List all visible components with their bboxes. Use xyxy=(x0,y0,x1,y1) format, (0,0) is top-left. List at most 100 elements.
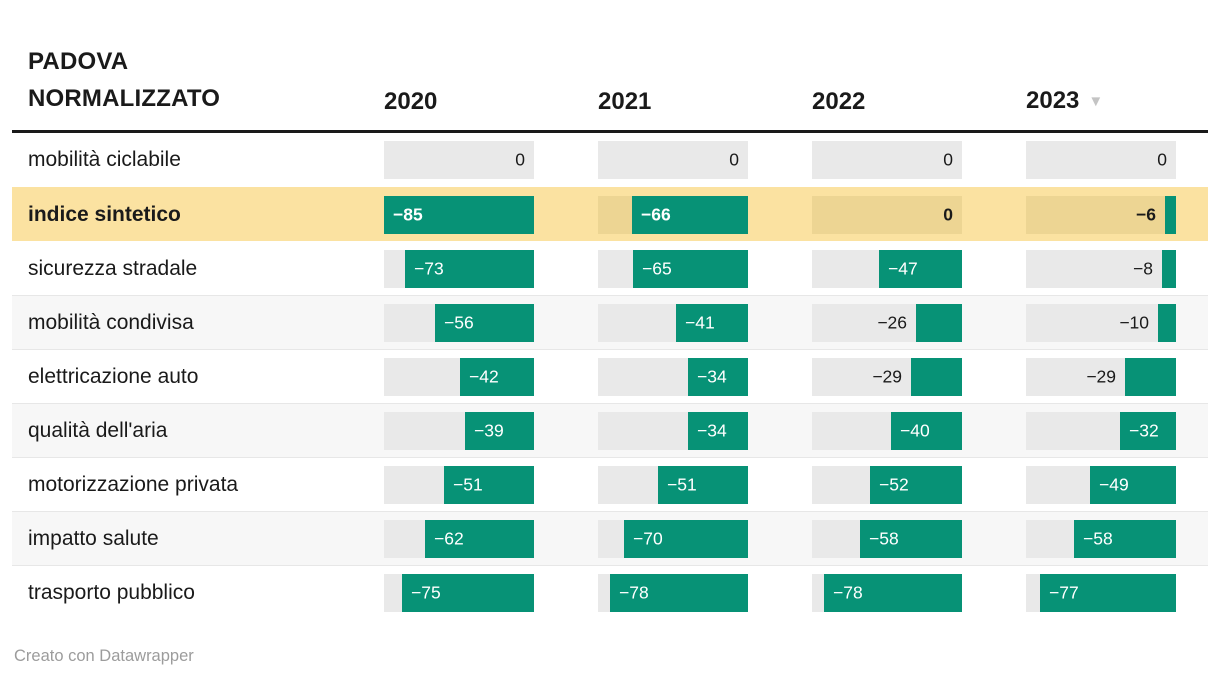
bar-track: −47 xyxy=(812,249,962,288)
bar-track: −8 xyxy=(1026,249,1176,288)
bar-track: −75 xyxy=(384,573,534,612)
value-label: −78 xyxy=(619,582,649,602)
value-bar xyxy=(435,303,534,342)
value-label: −52 xyxy=(879,474,909,494)
bar-track: −78 xyxy=(598,573,748,612)
value-bar xyxy=(610,573,748,612)
value-bar xyxy=(1074,519,1176,558)
value-label: −58 xyxy=(1083,528,1113,548)
value-bar xyxy=(425,519,534,558)
row-label: impatto salute xyxy=(28,526,159,550)
bar-track: 0 xyxy=(598,141,748,179)
table-header: PADOVA NORMALIZZATO 2020 2021 2022 2023 ▼ xyxy=(12,0,1208,133)
bar-track: −66 xyxy=(598,195,748,234)
bar-track: 0 xyxy=(1026,141,1176,179)
value-bar xyxy=(860,519,962,558)
column-header-2020[interactable]: 2020 xyxy=(384,87,598,117)
bar-track: −77 xyxy=(1026,573,1176,612)
value-bar xyxy=(1158,303,1176,342)
row-label: qualità dell'aria xyxy=(28,418,168,442)
table-row: mobilità condivisa −56 −41 −26 −10 xyxy=(12,295,1208,349)
value-label: −58 xyxy=(869,528,899,548)
value-label: −62 xyxy=(434,528,464,548)
value-label: −65 xyxy=(642,258,672,278)
value-bar xyxy=(384,195,534,234)
table-row: mobilità ciclabile 0 0 0 0 xyxy=(12,133,1208,187)
value-bar xyxy=(688,357,748,396)
bar-track: −40 xyxy=(812,411,962,450)
value-label: −49 xyxy=(1099,474,1129,494)
bar-track: −41 xyxy=(598,303,748,342)
table-row: impatto salute −62 −70 −58 −58 xyxy=(12,511,1208,565)
bar-track: −85 xyxy=(384,195,534,234)
row-label: indice sintetico xyxy=(28,202,181,226)
value-label: −51 xyxy=(667,474,697,494)
bar-track: 0 xyxy=(812,195,962,234)
row-label: motorizzazione privata xyxy=(28,472,239,496)
value-bar xyxy=(402,573,534,612)
column-header-label: 2023 xyxy=(1026,87,1080,114)
attribution-credit: Creato con Datawrapper xyxy=(14,647,194,665)
bar-track: −65 xyxy=(598,249,748,288)
value-label: −70 xyxy=(633,528,663,548)
value-label: −26 xyxy=(877,312,907,332)
bar-track: −58 xyxy=(812,519,962,558)
bar-track: −39 xyxy=(384,411,534,450)
value-bar xyxy=(824,573,962,612)
value-bar xyxy=(658,465,748,504)
row-label: elettricazione auto xyxy=(28,364,199,388)
row-label: trasporto pubblico xyxy=(28,580,195,604)
value-label: 0 xyxy=(1157,149,1167,170)
value-bar xyxy=(1125,357,1176,396)
value-bar xyxy=(460,357,534,396)
value-bar xyxy=(870,465,962,504)
value-label: −29 xyxy=(1086,366,1116,386)
column-header-label: 2020 xyxy=(384,88,438,115)
value-label: −78 xyxy=(833,582,863,602)
row-label: mobilità condivisa xyxy=(28,310,194,334)
value-label: −73 xyxy=(414,258,444,278)
value-label: −56 xyxy=(444,312,474,332)
column-header-2021[interactable]: 2021 xyxy=(598,87,812,117)
value-bar xyxy=(1120,411,1176,450)
value-bar xyxy=(911,357,962,396)
value-label: −47 xyxy=(888,258,918,278)
bar-track: −51 xyxy=(384,465,534,504)
value-label: −29 xyxy=(872,366,902,386)
bar-track: −10 xyxy=(1026,303,1176,342)
bar-track: −34 xyxy=(598,411,748,450)
value-label: −40 xyxy=(900,420,930,440)
bar-track: −42 xyxy=(384,357,534,396)
value-bar xyxy=(465,411,534,450)
value-label: 0 xyxy=(943,204,953,224)
value-label: −85 xyxy=(393,204,423,224)
row-label: sicurezza stradale xyxy=(28,256,198,280)
value-bar xyxy=(632,195,748,234)
bar-track: 0 xyxy=(812,141,962,179)
row-label: mobilità ciclabile xyxy=(28,148,181,171)
table-row: qualità dell'aria −39 −34 −40 −32 xyxy=(12,403,1208,457)
chart-title: PADOVA NORMALIZZATO xyxy=(28,48,221,112)
table-row: indice sintetico −85 −66 0 −6 xyxy=(12,187,1208,241)
value-label: −77 xyxy=(1049,582,1079,602)
value-bar xyxy=(1090,465,1176,504)
bar-track: −6 xyxy=(1026,195,1176,234)
bar-track: −29 xyxy=(1026,357,1176,396)
value-label: 0 xyxy=(729,149,739,170)
value-bar xyxy=(1040,573,1176,612)
sort-descending-icon[interactable]: ▼ xyxy=(1088,93,1104,110)
value-label: 0 xyxy=(943,149,953,170)
value-label: −34 xyxy=(697,420,727,440)
column-header-2023[interactable]: 2023 ▼ xyxy=(1026,86,1176,117)
column-header-2022[interactable]: 2022 xyxy=(812,87,1026,117)
bar-track: 0 xyxy=(384,141,534,179)
table-row: elettricazione auto −42 −34 −29 −29 xyxy=(12,349,1208,403)
value-label: −66 xyxy=(641,204,671,224)
bar-track: −29 xyxy=(812,357,962,396)
value-label: 0 xyxy=(515,149,525,170)
table-row: motorizzazione privata −51 −51 −52 −49 xyxy=(12,457,1208,511)
value-bar xyxy=(1162,249,1176,288)
value-label: −8 xyxy=(1133,258,1153,278)
bar-track: −52 xyxy=(812,465,962,504)
